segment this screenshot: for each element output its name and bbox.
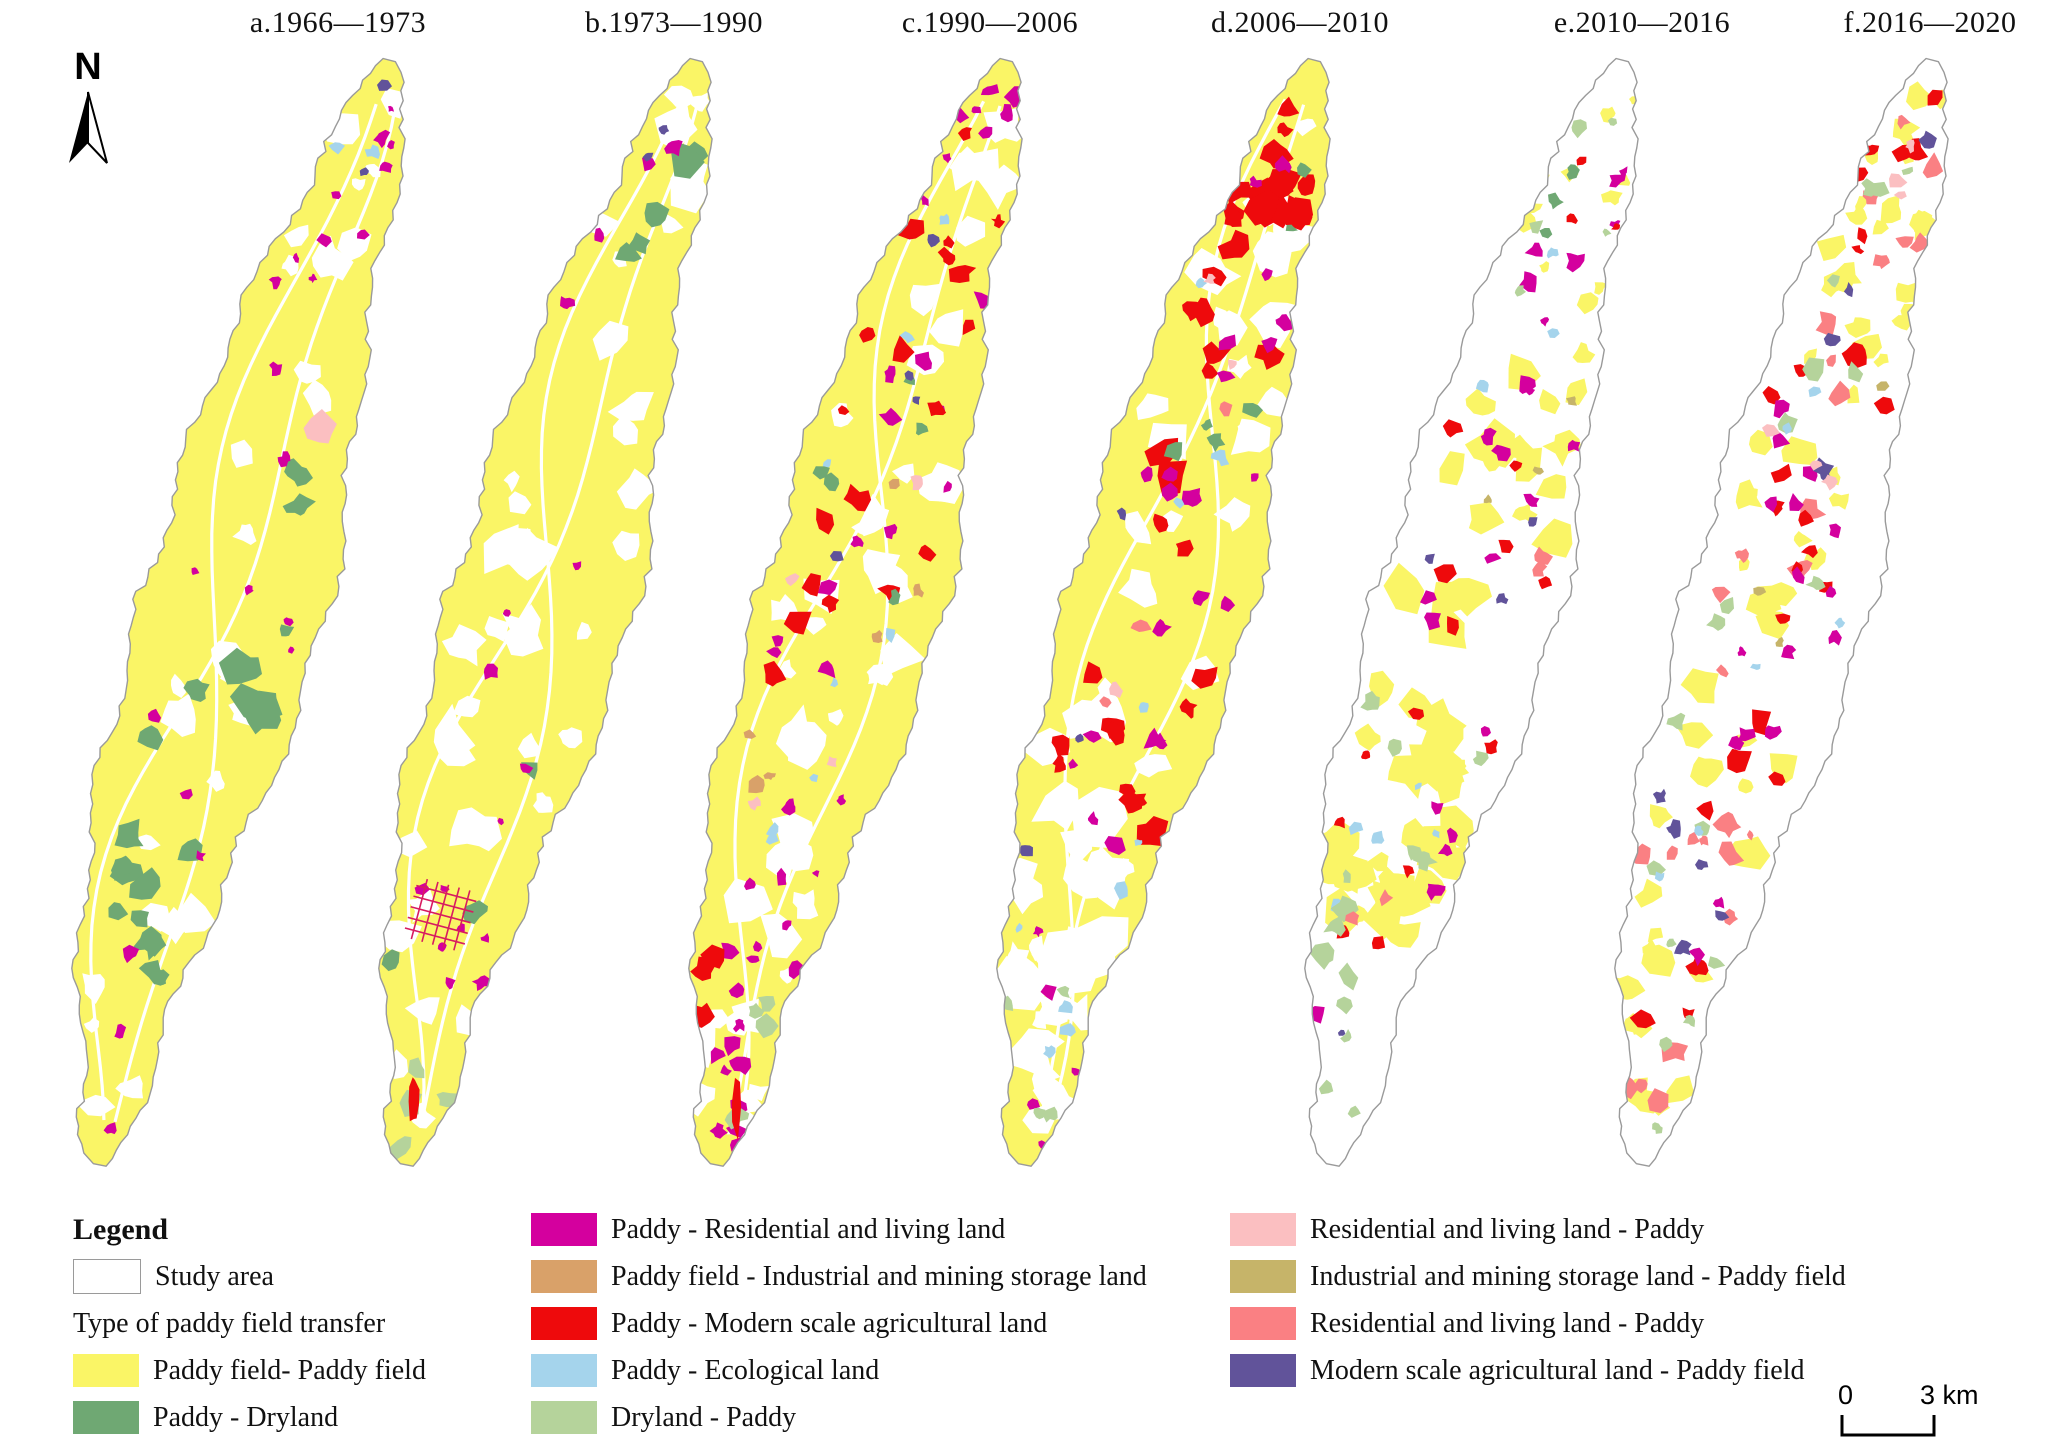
panel-title-d: d.2006—2010: [1211, 6, 1389, 39]
legend-swatch-residential_paddy: [1230, 1307, 1296, 1340]
legend-item-paddy_residential: Paddy - Residential and living land: [531, 1206, 1147, 1253]
legend-item-paddy_industrial: Paddy field - Industrial and mining stor…: [531, 1253, 1147, 1300]
legend-swatch-residential_paddy_light: [1230, 1213, 1296, 1246]
legend-swatch-paddy_industrial: [531, 1260, 597, 1293]
land-patches-f: [1614, 58, 1949, 1167]
north-arrow-icon: [69, 91, 108, 164]
legend-column-1: Legend Study area Type of paddy field tr…: [73, 1206, 426, 1441]
legend-item-paddy_dryland: Paddy - Dryland: [73, 1394, 426, 1441]
legend-column-3: Residential and living land - Paddy Indus…: [1230, 1206, 1846, 1394]
legend-label: Dryland - Paddy: [611, 1401, 797, 1433]
legend-swatch-paddy_residential: [531, 1213, 597, 1246]
panel-title-a: a.1966—1973: [249, 6, 427, 39]
legend-item-residential_paddy: Residential and living land - Paddy: [1230, 1300, 1846, 1347]
panel-title-b: b.1973—1990: [585, 6, 763, 39]
legend-swatch-dryland_paddy: [531, 1401, 597, 1434]
map-panel-c: [688, 57, 1023, 1167]
legend-item-industrial_paddy: Industrial and mining storage land - Pad…: [1230, 1253, 1846, 1300]
legend-swatch-paddy_dryland: [73, 1401, 139, 1434]
north-arrow: N: [50, 48, 126, 166]
legend-swatch-industrial_paddy: [1230, 1260, 1296, 1293]
legend-subtitle: Type of paddy field transfer: [73, 1307, 386, 1339]
legend-swatch-study-area: [73, 1259, 141, 1294]
scale-bar-km-label: 3 km: [1920, 1380, 1979, 1410]
panel-title-c: c.1990—2006: [901, 6, 1079, 39]
legend-label: Paddy - Residential and living land: [611, 1213, 1006, 1245]
legend-label: Paddy field - Industrial and mining stor…: [611, 1260, 1147, 1292]
panel-title-f: f.2016—2020: [1843, 6, 2017, 39]
legend-label: Paddy - Dryland: [153, 1401, 339, 1433]
study-area-outline: [688, 57, 1023, 1167]
map-panel-a: [71, 57, 406, 1167]
study-area-outline: [378, 57, 713, 1167]
legend-swatch-paddy_paddy: [73, 1354, 139, 1387]
legend-label: Residential and living land - Paddy: [1310, 1307, 1705, 1339]
study-area-outline: [1614, 57, 1949, 1167]
legend-item-modern_agri_paddy: Modern scale agricultural land - Paddy f…: [1230, 1347, 1846, 1394]
legend-label: Industrial and mining storage land - Pad…: [1310, 1260, 1846, 1292]
map-panel-e: [1304, 57, 1639, 1167]
legend-column-2: Paddy - Residential and living land Paddy…: [531, 1206, 1147, 1441]
north-label: N: [74, 46, 102, 88]
legend-item-paddy_paddy: Paddy field- Paddy field: [73, 1347, 426, 1394]
legend-swatch-paddy_ecological: [531, 1354, 597, 1387]
map-panel-b: [378, 57, 713, 1167]
legend-item-paddy_ecological: Paddy - Ecological land: [531, 1347, 1147, 1394]
legend-title: Legend: [73, 1212, 169, 1246]
legend-swatch-paddy_modern_agri: [531, 1307, 597, 1340]
legend-label: Modern scale agricultural land - Paddy f…: [1310, 1354, 1805, 1386]
legend-item-residential_paddy_light: Residential and living land - Paddy: [1230, 1206, 1846, 1253]
map-panel-f: [1614, 57, 1949, 1167]
legend-label: Paddy field- Paddy field: [153, 1354, 426, 1386]
panel-title-e: e.2010—2016: [1553, 6, 1731, 39]
legend-label: Residential and living land - Paddy: [1310, 1213, 1705, 1245]
legend-item-dryland_paddy: Dryland - Paddy: [531, 1394, 1147, 1441]
legend-label: Paddy - Ecological land: [611, 1354, 880, 1386]
map-panel-d: [996, 57, 1331, 1167]
legend-item-study-area: Study area: [73, 1253, 426, 1300]
study-area-outline: [1304, 57, 1639, 1167]
hatch-grid: [404, 878, 477, 951]
legend-item-paddy_modern_agri: Paddy - Modern scale agricultural land: [531, 1300, 1147, 1347]
legend-label: Study area: [155, 1260, 274, 1292]
scale-bar-zero-label: 0: [1838, 1380, 1854, 1410]
legend-label: Paddy - Modern scale agricultural land: [611, 1307, 1048, 1339]
study-area-outline: [996, 57, 1331, 1167]
study-area-outline: [71, 57, 406, 1167]
legend-swatch-modern_agri_paddy: [1230, 1354, 1296, 1387]
scale-bar: 0 3 km: [1828, 1380, 2018, 1442]
scale-bar-bracket: [1840, 1415, 1936, 1437]
